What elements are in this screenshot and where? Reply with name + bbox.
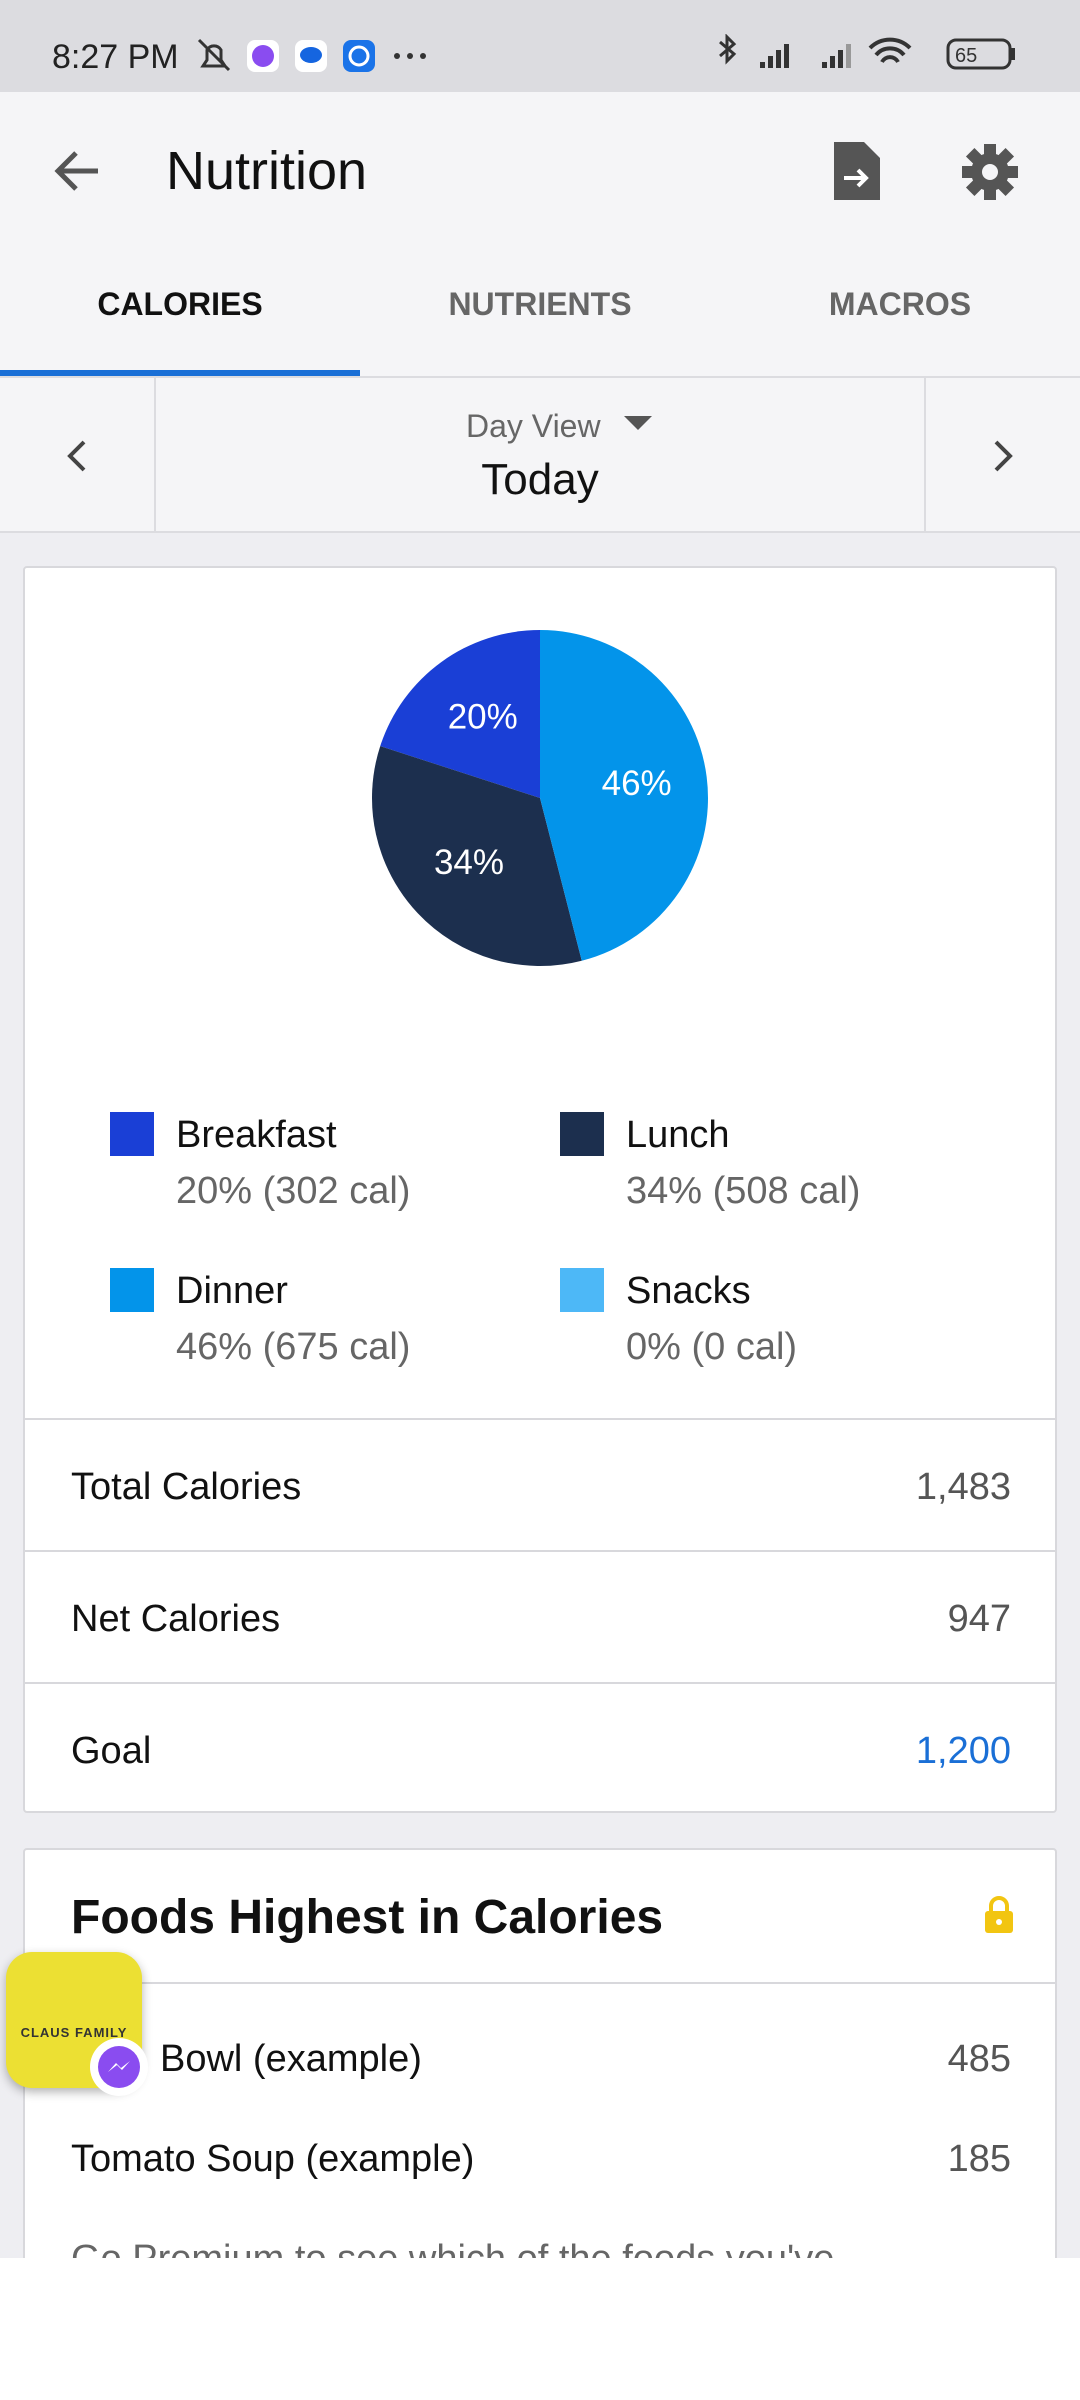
dropdown-arrow <box>624 416 652 430</box>
app-bar: Nutrition CALORIES NUTRIENTS MACROS <box>0 92 1080 378</box>
date: Today <box>481 455 599 504</box>
system-icons <box>719 34 1015 70</box>
view-selector[interactable]: Day View <box>466 408 601 444</box>
tab-bar: CALORIES NUTRIENTS MACROS <box>0 250 1080 378</box>
summary-label: Goal <box>71 1730 152 1772</box>
page-title: Nutrition <box>166 141 368 201</box>
prev-day[interactable] <box>62 438 92 474</box>
divider <box>25 1550 1055 1552</box>
tab[interactable]: MACROS <box>828 286 972 322</box>
legend-detail: 46% (675 cal) <box>176 1326 411 1368</box>
next-day[interactable] <box>988 438 1018 474</box>
foods-card: Foods Highest in Calories Bowl (example)… <box>23 1848 1057 2258</box>
premium-note: Go Premium to see which of the foods you… <box>71 2240 834 2258</box>
legend-label: Snacks <box>626 1270 751 1312</box>
divider <box>924 378 926 531</box>
divider <box>154 378 156 531</box>
legend-detail: 0% (0 cal) <box>626 1326 798 1368</box>
food-name: Tomato Soup (example) <box>71 2138 475 2180</box>
lock-icon <box>985 1896 1013 1933</box>
date-nav: Day View Today <box>0 378 1080 533</box>
food-calories: 185 <box>947 2138 1011 2180</box>
divider <box>25 1418 1055 1420</box>
food-calories: 485 <box>947 2038 1011 2080</box>
legend: Breakfast 20% (302 cal) Lunch 34% (508 cal)… <box>25 568 1055 1428</box>
notification-icons <box>197 38 426 72</box>
divider <box>25 1982 1055 1984</box>
pie-slice <box>372 746 582 966</box>
back-button[interactable] <box>50 144 104 198</box>
slice-label: 46% <box>602 764 672 803</box>
summary-label: Total Calories <box>71 1466 302 1508</box>
calories-card: 20% 34% 46% Breakfast 20% (302 cal) Lunch 34%… <box>23 566 1057 1813</box>
battery-level: 65 <box>955 45 978 67</box>
slice-label: 20% <box>448 697 518 736</box>
status-bar: 8:27 PM 65 <box>0 0 1080 92</box>
legend-label: Dinner <box>176 1270 288 1312</box>
settings-button[interactable] <box>962 144 1018 200</box>
summary-label: Net Calories <box>71 1598 281 1640</box>
tab-indicator <box>0 370 360 376</box>
legend-swatch <box>110 1112 154 1156</box>
divider <box>25 1682 1055 1684</box>
slice-label: 34% <box>434 843 504 882</box>
tab[interactable]: NUTRIENTS <box>448 286 632 322</box>
legend-detail: 34% (508 cal) <box>626 1170 861 1212</box>
pie-chart: 20% 34% 46% <box>372 630 709 966</box>
legend-swatch <box>560 1112 604 1156</box>
legend-detail: 20% (302 cal) <box>176 1170 411 1212</box>
tab[interactable]: CALORIES <box>97 286 263 322</box>
app: 8:27 PM 65 Nutrition CALORIES NUTRIENTS … <box>0 0 1080 2258</box>
summary-value: 1,200 <box>915 1730 1011 1772</box>
pie-slice <box>540 630 709 961</box>
time: 8:27 PM <box>52 38 179 76</box>
section-title: Foods Highest in Calories <box>71 1891 664 1944</box>
summary-value: 1,483 <box>915 1466 1011 1508</box>
chat-head-label: CLAUS FAMILY <box>20 2025 128 2040</box>
legend-swatch <box>110 1268 154 1312</box>
legend-label: Lunch <box>626 1114 730 1156</box>
legend-swatch <box>560 1268 604 1312</box>
export-button[interactable] <box>832 140 882 202</box>
messenger-badge <box>90 2038 148 2096</box>
summary-value: 947 <box>947 1598 1011 1640</box>
pie-slice <box>380 630 540 798</box>
food-name: Bowl (example) <box>160 2038 422 2080</box>
legend-label: Breakfast <box>176 1114 337 1156</box>
